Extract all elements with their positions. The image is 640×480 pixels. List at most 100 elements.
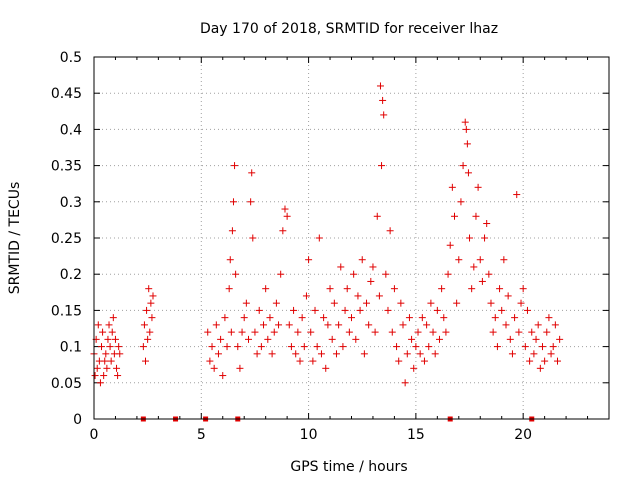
data-point (272, 299, 280, 307)
data-point (354, 292, 362, 300)
data-point (116, 350, 124, 358)
data-point (358, 256, 366, 264)
data-point (287, 343, 295, 351)
data-point (388, 328, 396, 336)
data-point (270, 328, 278, 336)
data-point (242, 299, 250, 307)
data-point (474, 183, 482, 191)
data-point (102, 350, 110, 358)
data-point (140, 321, 148, 329)
data-point (268, 350, 276, 358)
data-point (448, 183, 456, 191)
data-point (311, 306, 319, 314)
data-point (302, 292, 310, 300)
data-point (345, 328, 353, 336)
y-tick-label: 0.4 (60, 122, 82, 138)
data-point (365, 321, 373, 329)
data-point (240, 314, 248, 322)
data-point (425, 343, 433, 351)
data-point (221, 314, 229, 322)
data-point (94, 321, 102, 329)
y-tick-label: 0.35 (51, 159, 82, 175)
data-point (556, 335, 564, 343)
data-point (234, 343, 242, 351)
data-point (100, 372, 108, 380)
data-point (541, 357, 549, 365)
data-point (401, 379, 409, 387)
data-point (260, 321, 268, 329)
y-tick-label: 0.3 (60, 195, 82, 211)
y-tick-label: 0 (73, 412, 82, 428)
data-point (317, 350, 325, 358)
data-point (367, 277, 375, 285)
data-point (142, 357, 149, 365)
data-point (356, 306, 364, 314)
data-point (451, 212, 458, 220)
data-point (223, 343, 231, 351)
data-point (328, 335, 336, 343)
data-point (521, 343, 529, 351)
x-tick-label: 10 (300, 427, 318, 443)
data-point (429, 328, 437, 336)
data-point (322, 364, 330, 372)
data-point (147, 299, 155, 307)
x-tick-label: 0 (90, 427, 99, 443)
data-point (332, 350, 340, 358)
data-point (343, 285, 351, 293)
data-point (253, 350, 261, 358)
data-point (227, 328, 235, 336)
data-point (226, 256, 234, 264)
data-point (229, 198, 237, 206)
data-point (212, 321, 220, 329)
data-point (337, 263, 345, 271)
data-point (513, 191, 521, 199)
data-point (461, 118, 469, 126)
data-point (108, 328, 116, 336)
y-tick-label: 0.45 (51, 86, 82, 102)
data-point (324, 321, 332, 329)
chart-title: Day 170 of 2018, SRMTID for receiver lha… (200, 21, 498, 37)
data-point (515, 328, 523, 336)
x-tick-label: 15 (407, 427, 425, 443)
data-point (393, 343, 401, 351)
data-point (487, 299, 495, 307)
data-point (275, 321, 283, 329)
y-tick-label: 0.1 (60, 340, 82, 356)
data-point (251, 328, 259, 336)
data-point (549, 343, 557, 351)
data-point (148, 314, 156, 322)
data-point (145, 285, 153, 293)
data-point (294, 328, 302, 336)
data-point (427, 299, 435, 307)
data-point (466, 234, 474, 242)
data-point (386, 227, 394, 235)
x-tick-label: 5 (197, 427, 206, 443)
data-point (144, 335, 152, 343)
data-point (519, 285, 527, 293)
data-point (457, 198, 465, 206)
data-point (379, 96, 387, 104)
data-point (248, 169, 256, 177)
data-point (414, 328, 422, 336)
data-point (485, 270, 493, 278)
data-point (93, 364, 101, 372)
data-point (397, 299, 405, 307)
data-point (290, 306, 298, 314)
data-point (262, 285, 270, 293)
data-point (528, 328, 536, 336)
data-point (493, 343, 501, 351)
data-point (489, 328, 497, 336)
data-point (264, 335, 272, 343)
data-point (412, 343, 420, 351)
data-point (363, 299, 371, 307)
data-point (390, 285, 398, 293)
data-point (369, 263, 377, 271)
data-point (103, 364, 111, 372)
data-point (440, 314, 448, 322)
data-point (348, 314, 355, 322)
data-point (300, 343, 308, 351)
data-point (219, 372, 227, 380)
data-point (360, 350, 368, 358)
data-point (98, 343, 106, 351)
